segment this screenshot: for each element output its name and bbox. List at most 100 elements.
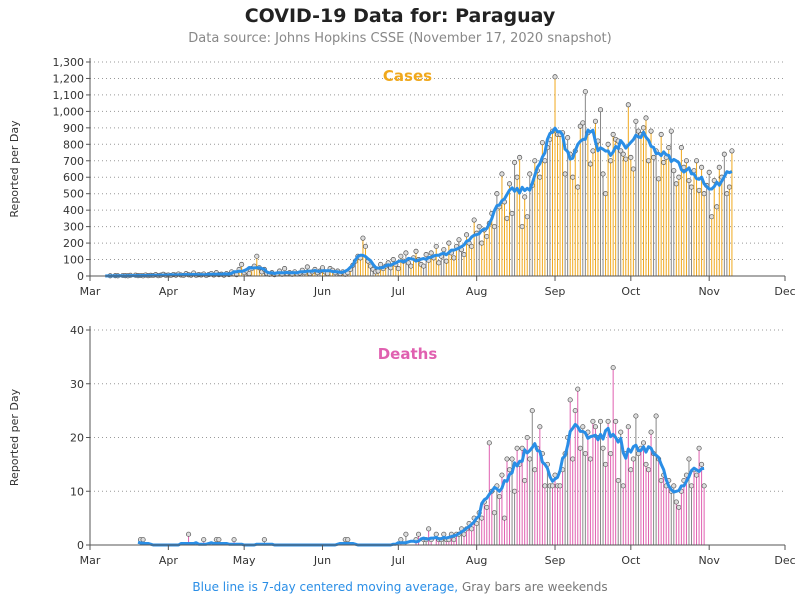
x-tick-label: Nov	[698, 285, 720, 298]
data-point	[648, 128, 654, 134]
data-point	[600, 171, 606, 177]
data-point	[615, 477, 621, 484]
data-point	[512, 488, 518, 494]
x-tick-label: Apr	[159, 285, 179, 298]
data-point	[345, 537, 351, 543]
panel-title: Deaths	[378, 345, 438, 363]
data-point	[456, 237, 462, 243]
data-point	[610, 131, 616, 137]
y-tick-label: 40	[70, 324, 84, 337]
data-point	[701, 483, 707, 489]
data-point	[570, 174, 576, 180]
data-point	[603, 461, 609, 467]
data-point	[246, 270, 252, 277]
data-point	[433, 531, 439, 537]
data-point	[673, 181, 679, 187]
data-point	[633, 118, 639, 124]
data-point	[403, 250, 409, 256]
data-point	[433, 243, 439, 249]
moving-average-line	[105, 126, 733, 278]
data-point	[653, 413, 659, 419]
data-point	[565, 135, 571, 141]
data-point	[688, 184, 695, 190]
chart-title: COVID-19 Data for: Paraguay	[244, 5, 556, 27]
data-point	[605, 141, 611, 147]
x-tick-label: Dec	[774, 285, 795, 298]
data-point	[696, 187, 702, 193]
data-point	[415, 531, 422, 537]
data-point	[527, 456, 533, 462]
data-point	[693, 158, 700, 164]
data-point	[506, 181, 513, 187]
data-point	[524, 434, 530, 441]
data-point	[405, 260, 411, 266]
y-axis-label: Reported per Day	[8, 120, 21, 218]
data-point	[496, 494, 502, 500]
data-point	[592, 424, 599, 430]
data-point	[532, 467, 538, 473]
data-point	[620, 483, 626, 489]
data-point	[620, 151, 626, 157]
data-point	[582, 451, 588, 457]
data-point	[671, 483, 677, 489]
data-point	[714, 204, 720, 210]
data-point	[537, 174, 543, 180]
data-point	[501, 515, 508, 521]
data-point	[577, 445, 583, 451]
data-point	[605, 418, 611, 424]
data-point	[517, 154, 523, 161]
data-point	[562, 171, 568, 177]
data-point	[408, 263, 414, 269]
panel-deaths: 0 10 20 30 40 Reported per Day Mar Apr May Jun Jul…	[8, 324, 796, 567]
data-point	[603, 191, 609, 197]
data-point	[686, 456, 692, 462]
y-tick-label: 1,000	[53, 105, 85, 118]
data-point	[678, 145, 684, 151]
y-tick-label: 300	[63, 221, 84, 234]
data-point	[524, 214, 530, 220]
data-point	[693, 472, 700, 478]
x-tick-label: Sep	[545, 285, 566, 298]
data-point	[597, 107, 604, 113]
moving-average-line	[137, 422, 705, 547]
data-point	[699, 164, 705, 170]
y-tick-label: 30	[70, 378, 84, 391]
data-point	[726, 184, 732, 190]
data-point	[699, 461, 705, 467]
data-point	[683, 158, 689, 164]
data-point	[512, 159, 518, 165]
data-point	[446, 240, 452, 246]
data-point	[625, 102, 631, 108]
data-point	[140, 537, 146, 543]
data-point	[673, 499, 679, 505]
data-point	[542, 483, 548, 489]
data-point	[504, 456, 510, 462]
data-point	[451, 255, 457, 261]
data-point	[618, 148, 624, 154]
data-point	[282, 266, 288, 272]
data-point	[651, 154, 657, 161]
data-point	[575, 386, 581, 392]
x-tick-label: Oct	[621, 285, 641, 298]
x-tick-label: Mar	[80, 285, 101, 298]
x-tick-label: Apr	[159, 554, 179, 567]
x-tick-label: Aug	[466, 554, 487, 567]
data-point	[691, 168, 697, 174]
data-point	[608, 451, 614, 457]
data-point	[640, 440, 647, 446]
data-point	[421, 263, 427, 269]
data-point	[231, 537, 237, 543]
data-point	[491, 224, 497, 230]
data-point	[592, 118, 599, 124]
data-point	[201, 537, 207, 543]
y-tick-label: 1,200	[53, 72, 85, 85]
data-point	[608, 158, 614, 164]
data-point	[486, 440, 492, 446]
data-point	[362, 243, 369, 249]
data-point	[304, 264, 310, 270]
data-point	[395, 266, 401, 272]
x-tick-label: Jun	[313, 554, 331, 567]
x-tick-label: Dec	[774, 554, 795, 567]
data-point	[666, 145, 672, 151]
data-point	[216, 537, 222, 543]
